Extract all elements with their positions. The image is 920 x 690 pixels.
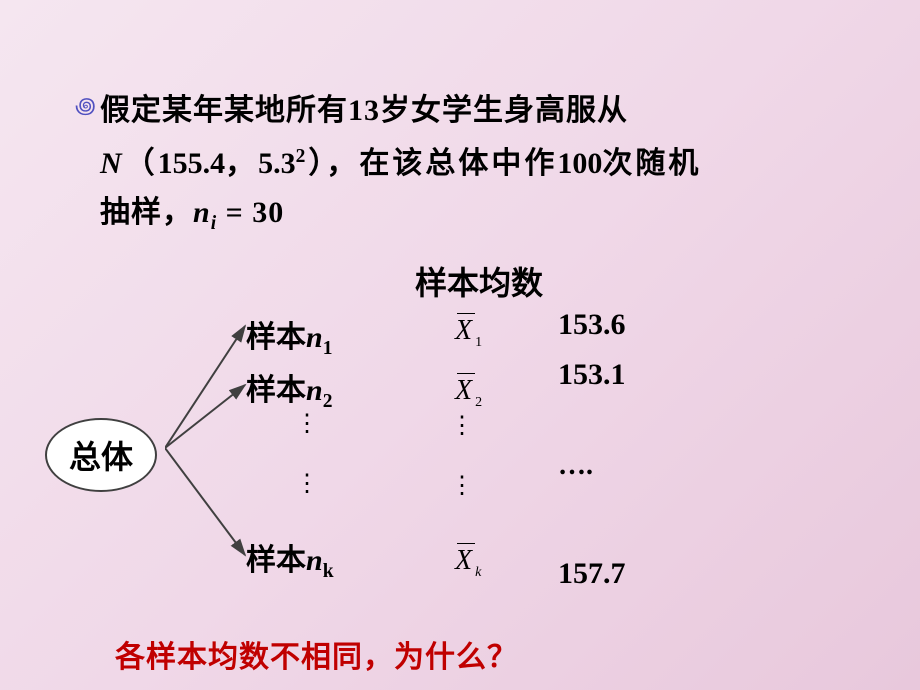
header-sample-mean: 样本均数 (415, 258, 543, 304)
diagram-arrows (165, 320, 255, 570)
sub: 1 (323, 338, 333, 359)
n-letter: n (193, 196, 211, 229)
comma: ， (225, 147, 258, 180)
draws: 100 (557, 147, 602, 180)
sample-nk: 样本nk (246, 535, 334, 583)
xbar-k: Xk (455, 545, 481, 581)
paren: ） (308, 147, 326, 180)
xbar-2: X2 (455, 375, 482, 411)
sample-word: 样本 (246, 544, 306, 577)
bullet-icon: ꩜ (75, 88, 96, 121)
n: n (306, 544, 323, 577)
xbar-1: X1 (455, 315, 482, 351)
x: X (455, 315, 472, 346)
text: ，在该总体中作 (326, 147, 557, 180)
intro-line-3: 抽样，ni = 30 (100, 187, 284, 235)
sub: k (475, 565, 481, 580)
paren: （ (125, 147, 158, 180)
vdots-icon: ⋮ (295, 418, 319, 430)
population-node: 总体 (45, 418, 157, 492)
n: n (306, 374, 323, 407)
sigma: 5.3 (258, 147, 296, 180)
value-k: 157.7 (558, 557, 626, 591)
value-2: 153.1 (558, 358, 626, 392)
sub: 2 (475, 395, 482, 410)
eq: = (217, 196, 252, 229)
text: 次随机 (602, 147, 701, 180)
sub: 1 (475, 335, 482, 350)
dist-letter: N (100, 147, 125, 180)
x: X (455, 545, 472, 576)
n-val: 30 (252, 196, 284, 229)
n: n (306, 321, 323, 354)
question-text: 各样本均数不相同，为什么？ (115, 632, 518, 676)
sample-word: 样本 (246, 374, 306, 407)
value-1: 153.6 (558, 308, 626, 342)
intro-line-1: 假定某年某地所有13岁女学生身高服从 (100, 85, 628, 129)
vdots-icon: ⋮ (450, 480, 474, 492)
text: 岁女学生身高服从 (380, 94, 628, 127)
vdots-icon: ⋮ (450, 420, 474, 432)
intro-line-2: N（155.4，5.32），在该总体中作100次随机 (100, 138, 701, 182)
vdots-icon: ⋮ (295, 478, 319, 490)
sample-word: 样本 (246, 321, 306, 354)
x: X (455, 375, 472, 406)
sub: 2 (323, 391, 333, 412)
sub: k (323, 561, 334, 582)
text: 假定某年某地所有 (100, 94, 348, 127)
mu: 155.4 (158, 147, 226, 180)
text: 抽样， (100, 196, 193, 229)
sigma-exp: 2 (296, 146, 309, 167)
age: 13 (348, 94, 380, 127)
value-dots: …. (558, 450, 593, 482)
sample-n1: 样本n1 (246, 312, 332, 360)
sample-n2: 样本n2 (246, 365, 332, 413)
